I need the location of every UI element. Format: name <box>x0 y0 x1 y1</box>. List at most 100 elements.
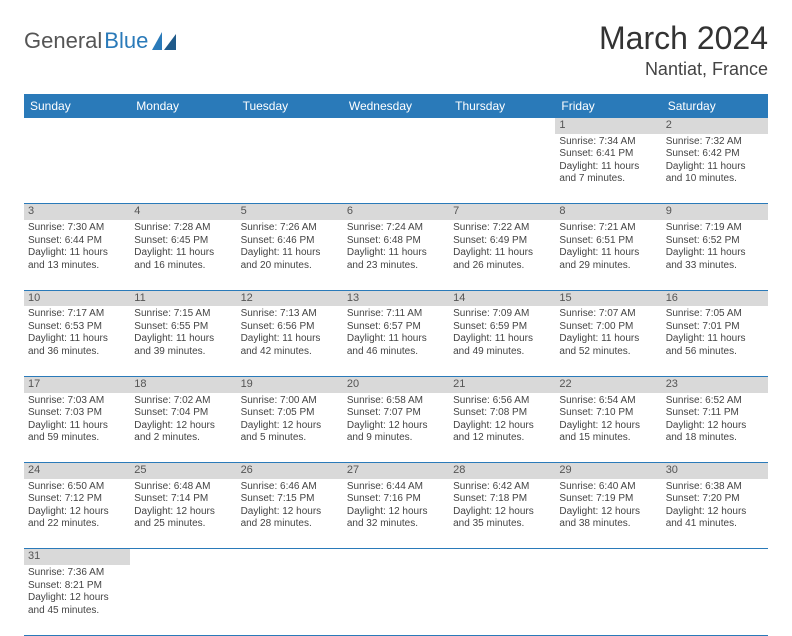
day-sr: Sunrise: 6:44 AM <box>347 481 445 494</box>
day-d2: and 22 minutes. <box>28 518 126 531</box>
day-number-cell: 30 <box>662 463 768 479</box>
logo-text-blue: Blue <box>104 28 148 54</box>
day-number-cell <box>130 549 236 565</box>
day-d1: Daylight: 12 hours <box>453 506 551 519</box>
day-detail-cell: Sunrise: 6:48 AMSunset: 7:14 PMDaylight:… <box>130 479 236 549</box>
day-number-row: 31 <box>24 549 768 565</box>
weekday-header: Sunday <box>24 94 130 118</box>
day-sr: Sunrise: 7:17 AM <box>28 308 126 321</box>
day-detail-cell: Sunrise: 7:36 AMSunset: 8:21 PMDaylight:… <box>24 565 130 635</box>
day-number-cell <box>449 549 555 565</box>
day-detail-cell <box>130 134 236 204</box>
logo-sail-icon <box>152 32 178 50</box>
day-d2: and 7 minutes. <box>559 173 657 186</box>
day-number-cell: 16 <box>662 290 768 306</box>
day-d2: and 49 minutes. <box>453 346 551 359</box>
day-detail-cell <box>449 134 555 204</box>
calendar-table: Sunday Monday Tuesday Wednesday Thursday… <box>24 94 768 636</box>
day-detail-cell <box>130 565 236 635</box>
day-number-cell: 23 <box>662 376 768 392</box>
day-d2: and 36 minutes. <box>28 346 126 359</box>
weekday-header: Saturday <box>662 94 768 118</box>
day-detail-row: Sunrise: 6:50 AMSunset: 7:12 PMDaylight:… <box>24 479 768 549</box>
weekday-header: Tuesday <box>237 94 343 118</box>
day-detail-cell: Sunrise: 7:07 AMSunset: 7:00 PMDaylight:… <box>555 306 661 376</box>
day-detail-cell: Sunrise: 6:54 AMSunset: 7:10 PMDaylight:… <box>555 393 661 463</box>
day-d2: and 10 minutes. <box>666 173 764 186</box>
day-detail-cell: Sunrise: 6:38 AMSunset: 7:20 PMDaylight:… <box>662 479 768 549</box>
day-detail-cell: Sunrise: 7:05 AMSunset: 7:01 PMDaylight:… <box>662 306 768 376</box>
day-number-cell: 6 <box>343 204 449 220</box>
day-d2: and 18 minutes. <box>666 432 764 445</box>
day-number-row: 12 <box>24 118 768 134</box>
day-d1: Daylight: 12 hours <box>347 506 445 519</box>
day-d1: Daylight: 11 hours <box>134 333 232 346</box>
day-number-row: 10111213141516 <box>24 290 768 306</box>
day-sr: Sunrise: 7:00 AM <box>241 395 339 408</box>
day-number-cell: 24 <box>24 463 130 479</box>
weekday-header: Wednesday <box>343 94 449 118</box>
day-number-cell: 14 <box>449 290 555 306</box>
day-detail-cell: Sunrise: 7:22 AMSunset: 6:49 PMDaylight:… <box>449 220 555 290</box>
day-number-cell: 22 <box>555 376 661 392</box>
day-detail-cell: Sunrise: 7:26 AMSunset: 6:46 PMDaylight:… <box>237 220 343 290</box>
day-ss: Sunset: 7:10 PM <box>559 407 657 420</box>
day-sr: Sunrise: 7:11 AM <box>347 308 445 321</box>
day-detail-cell: Sunrise: 6:56 AMSunset: 7:08 PMDaylight:… <box>449 393 555 463</box>
day-sr: Sunrise: 6:46 AM <box>241 481 339 494</box>
day-d1: Daylight: 12 hours <box>134 506 232 519</box>
day-d1: Daylight: 12 hours <box>666 506 764 519</box>
day-sr: Sunrise: 6:56 AM <box>453 395 551 408</box>
day-ss: Sunset: 7:14 PM <box>134 493 232 506</box>
day-d1: Daylight: 11 hours <box>241 247 339 260</box>
day-sr: Sunrise: 7:30 AM <box>28 222 126 235</box>
weekday-header: Monday <box>130 94 236 118</box>
day-detail-cell <box>24 134 130 204</box>
day-detail-cell: Sunrise: 6:50 AMSunset: 7:12 PMDaylight:… <box>24 479 130 549</box>
day-number-cell: 8 <box>555 204 661 220</box>
day-sr: Sunrise: 6:40 AM <box>559 481 657 494</box>
day-detail-cell <box>237 565 343 635</box>
day-ss: Sunset: 6:45 PM <box>134 235 232 248</box>
day-detail-cell: Sunrise: 6:44 AMSunset: 7:16 PMDaylight:… <box>343 479 449 549</box>
day-detail-cell <box>555 565 661 635</box>
day-ss: Sunset: 7:08 PM <box>453 407 551 420</box>
day-number-row: 24252627282930 <box>24 463 768 479</box>
day-detail-cell: Sunrise: 6:58 AMSunset: 7:07 PMDaylight:… <box>343 393 449 463</box>
day-detail-cell: Sunrise: 7:19 AMSunset: 6:52 PMDaylight:… <box>662 220 768 290</box>
day-number-cell: 28 <box>449 463 555 479</box>
day-d1: Daylight: 12 hours <box>666 420 764 433</box>
day-detail-cell: Sunrise: 7:21 AMSunset: 6:51 PMDaylight:… <box>555 220 661 290</box>
day-number-cell <box>237 118 343 134</box>
day-ss: Sunset: 7:16 PM <box>347 493 445 506</box>
day-ss: Sunset: 7:19 PM <box>559 493 657 506</box>
day-detail-row: Sunrise: 7:34 AMSunset: 6:41 PMDaylight:… <box>24 134 768 204</box>
day-number-cell <box>130 118 236 134</box>
logo: GeneralBlue <box>24 28 178 54</box>
day-d1: Daylight: 11 hours <box>559 247 657 260</box>
day-ss: Sunset: 6:59 PM <box>453 321 551 334</box>
day-sr: Sunrise: 7:26 AM <box>241 222 339 235</box>
day-sr: Sunrise: 7:24 AM <box>347 222 445 235</box>
day-sr: Sunrise: 6:58 AM <box>347 395 445 408</box>
day-d2: and 15 minutes. <box>559 432 657 445</box>
day-ss: Sunset: 6:51 PM <box>559 235 657 248</box>
day-detail-cell <box>343 134 449 204</box>
day-d2: and 59 minutes. <box>28 432 126 445</box>
day-ss: Sunset: 6:55 PM <box>134 321 232 334</box>
day-d1: Daylight: 12 hours <box>241 506 339 519</box>
day-number-cell: 20 <box>343 376 449 392</box>
day-number-cell: 29 <box>555 463 661 479</box>
day-d2: and 41 minutes. <box>666 518 764 531</box>
day-detail-cell: Sunrise: 7:17 AMSunset: 6:53 PMDaylight:… <box>24 306 130 376</box>
day-detail-cell: Sunrise: 7:00 AMSunset: 7:05 PMDaylight:… <box>237 393 343 463</box>
day-detail-row: Sunrise: 7:03 AMSunset: 7:03 PMDaylight:… <box>24 393 768 463</box>
day-d2: and 29 minutes. <box>559 260 657 273</box>
day-detail-cell: Sunrise: 6:42 AMSunset: 7:18 PMDaylight:… <box>449 479 555 549</box>
day-d2: and 2 minutes. <box>134 432 232 445</box>
day-ss: Sunset: 7:11 PM <box>666 407 764 420</box>
weekday-header-row: Sunday Monday Tuesday Wednesday Thursday… <box>24 94 768 118</box>
day-d1: Daylight: 12 hours <box>28 506 126 519</box>
day-number-cell <box>237 549 343 565</box>
day-ss: Sunset: 7:01 PM <box>666 321 764 334</box>
